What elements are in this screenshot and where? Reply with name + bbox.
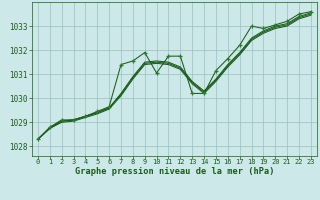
X-axis label: Graphe pression niveau de la mer (hPa): Graphe pression niveau de la mer (hPa) xyxy=(75,167,274,176)
